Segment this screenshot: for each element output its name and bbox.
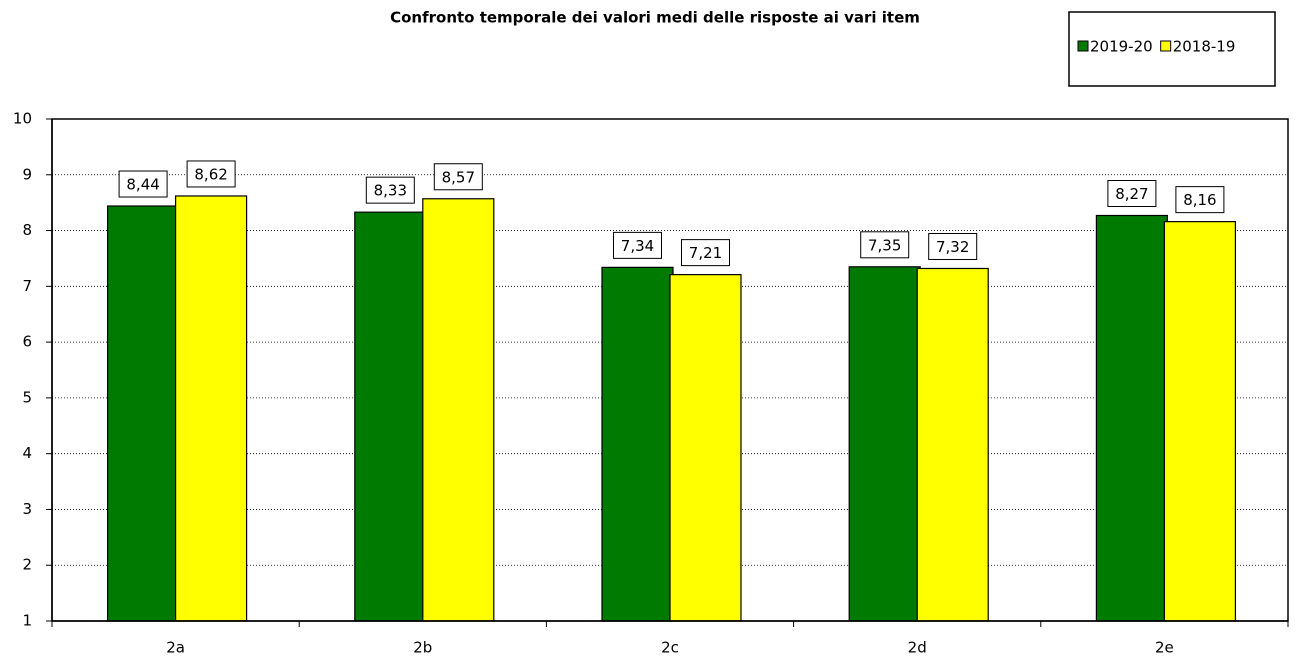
- value-label-box: [928, 232, 978, 260]
- legend-swatch: [1160, 40, 1172, 52]
- bar: [848, 266, 921, 622]
- legend-swatch: [1077, 40, 1089, 52]
- bar: [422, 198, 495, 622]
- value-label-box: [860, 231, 910, 259]
- value-label-box: [365, 176, 415, 204]
- value-label-box: [1107, 179, 1157, 207]
- value-label: 8,33: [374, 182, 407, 200]
- value-label-box: [613, 231, 662, 259]
- x-tick-label: 2d: [908, 639, 927, 657]
- plot-border: [51, 118, 1289, 622]
- y-tick-label: 5: [22, 388, 32, 406]
- value-label: 8,44: [126, 176, 159, 194]
- value-label: 7,34: [621, 237, 654, 255]
- y-tick-label: 2: [22, 556, 32, 574]
- bar: [669, 274, 742, 622]
- y-tick-label: 6: [22, 333, 32, 351]
- value-label: 7,32: [936, 238, 969, 256]
- value-label: 8,57: [442, 168, 475, 186]
- y-tick-label: 1: [22, 612, 32, 630]
- bar: [354, 211, 427, 622]
- value-label: 8,16: [1183, 191, 1216, 209]
- value-label: 8,62: [194, 165, 227, 183]
- value-label-box: [118, 170, 168, 198]
- bar: [1163, 221, 1237, 622]
- y-tick-label: 3: [22, 500, 32, 518]
- value-label: 7,21: [689, 244, 722, 262]
- bar: [1095, 214, 1169, 622]
- value-label-box: [186, 160, 236, 188]
- x-tick-label: 2b: [413, 639, 432, 657]
- y-tick-label: 4: [22, 444, 32, 462]
- value-label-box: [1175, 186, 1225, 214]
- y-tick-label: 9: [22, 165, 32, 183]
- legend-label: 2019-20: [1090, 38, 1153, 56]
- x-tick-label: 2c: [661, 639, 679, 657]
- value-label: 8,27: [1115, 185, 1148, 203]
- y-tick-label: 7: [22, 277, 32, 295]
- bar: [175, 195, 248, 622]
- bar: [601, 266, 674, 622]
- chart-title: Confronto temporale dei valori medi dell…: [390, 9, 920, 27]
- value-label: 7,35: [868, 236, 901, 254]
- value-label-box: [681, 239, 730, 267]
- legend-label: 2018-19: [1173, 38, 1236, 56]
- value-label-box: [433, 163, 483, 191]
- bar: [106, 205, 180, 622]
- x-tick-label: 2a: [166, 639, 185, 657]
- bar: [916, 267, 989, 622]
- x-tick-label: 2e: [1155, 639, 1174, 657]
- y-tick-label: 8: [22, 221, 32, 239]
- y-tick-label: 10: [13, 110, 32, 128]
- legend-box: [1068, 11, 1276, 87]
